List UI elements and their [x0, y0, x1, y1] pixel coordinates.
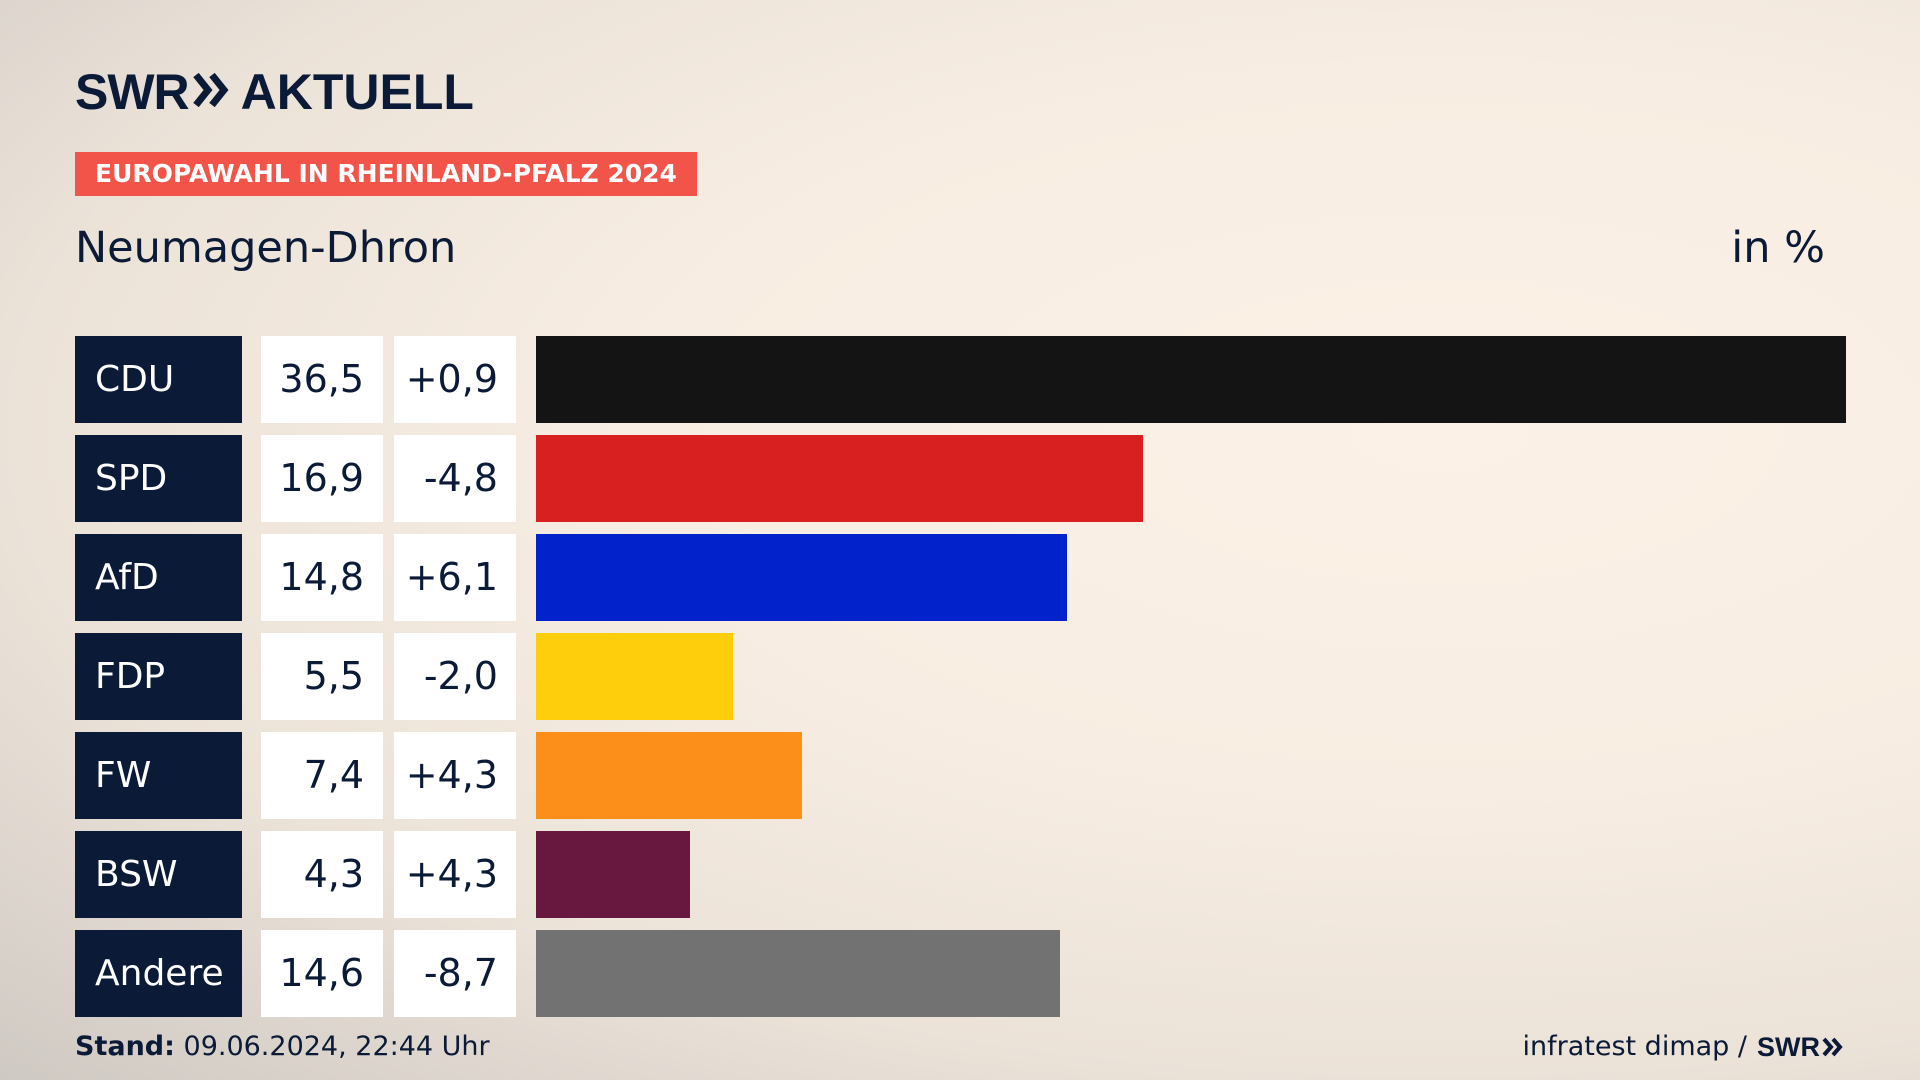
source-text: infratest dimap / — [1522, 1031, 1747, 1062]
percent-value: 14,8 — [261, 534, 383, 621]
brand-logo: SWR AKTUELL — [75, 66, 474, 118]
timestamp: Stand: 09.06.2024, 22:44 Uhr — [75, 1030, 490, 1064]
result-row: Andere 14,6 -8,7 — [75, 930, 1846, 1017]
stand-label: Stand: — [75, 1031, 175, 1062]
source-credit: infratest dimap / SWR — [1522, 1030, 1844, 1064]
result-bar — [536, 534, 1068, 621]
percent-value: 4,3 — [261, 831, 383, 918]
change-value: +4,3 — [394, 732, 516, 819]
stand-value: 09.06.2024, 22:44 Uhr — [183, 1031, 490, 1062]
change-value: +6,1 — [394, 534, 516, 621]
footer-logo-text: SWR — [1757, 1032, 1820, 1062]
change-value: -2,0 — [394, 633, 516, 720]
unit-label: in % — [1731, 223, 1825, 273]
result-bar — [536, 435, 1143, 522]
change-value: +4,3 — [394, 831, 516, 918]
double-chevron-icon — [192, 71, 229, 113]
percent-value: 36,5 — [261, 336, 383, 423]
result-bar — [536, 732, 802, 819]
result-bar — [536, 930, 1060, 1017]
party-label: BSW — [75, 831, 242, 918]
swr-logo-text: SWR — [75, 64, 190, 120]
result-row: FDP 5,5 -2,0 — [75, 633, 1846, 720]
party-label: SPD — [75, 435, 242, 522]
result-row: SPD 16,9 -4,8 — [75, 435, 1846, 522]
result-bar — [536, 831, 691, 918]
party-label: FDP — [75, 633, 242, 720]
result-bar — [536, 336, 1846, 423]
party-label: FW — [75, 732, 242, 819]
party-label: CDU — [75, 336, 242, 423]
percent-value: 16,9 — [261, 435, 383, 522]
percent-value: 5,5 — [261, 633, 383, 720]
election-tag: EUROPAWAHL IN RHEINLAND-PFALZ 2024 — [75, 152, 697, 196]
result-row: BSW 4,3 +4,3 — [75, 831, 1846, 918]
percent-value: 7,4 — [261, 732, 383, 819]
region-title: Neumagen-Dhron — [75, 223, 457, 273]
change-value: -8,7 — [394, 930, 516, 1017]
result-bar — [536, 633, 734, 720]
party-label: Andere — [75, 930, 242, 1017]
change-value: -4,8 — [394, 435, 516, 522]
footer-chevron-icon — [1822, 1037, 1843, 1057]
brand-title: AKTUELL — [240, 64, 474, 120]
result-row: CDU 36,5 +0,9 — [75, 336, 1846, 423]
result-row: AfD 14,8 +6,1 — [75, 534, 1846, 621]
result-row: FW 7,4 +4,3 — [75, 732, 1846, 819]
percent-value: 14,6 — [261, 930, 383, 1017]
party-label: AfD — [75, 534, 242, 621]
change-value: +0,9 — [394, 336, 516, 423]
footer-swr-logo: SWR — [1757, 1030, 1844, 1064]
